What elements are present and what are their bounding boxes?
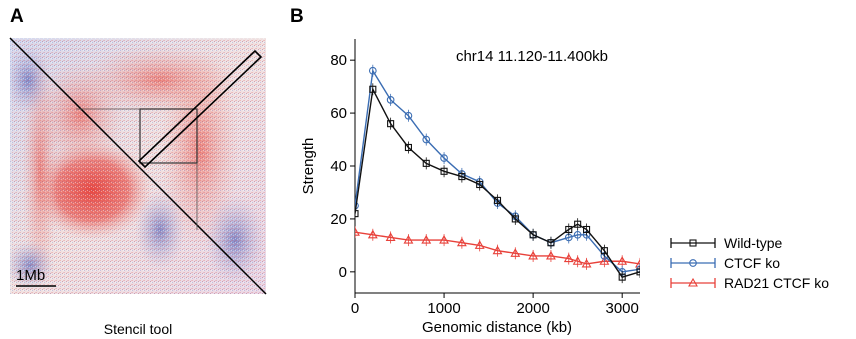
panel-b-letter: B [290, 6, 304, 27]
legend-label: RAD21 CTCF ko [724, 275, 829, 291]
data-point [689, 239, 697, 247]
chart-annotation: chr14 11.120-11.400kb [456, 48, 608, 65]
data-point [689, 259, 697, 267]
data-point [355, 227, 360, 236]
data-point [547, 239, 555, 247]
y-axis-label: Strength [300, 138, 317, 195]
x-tick-label: 3000 [606, 300, 639, 317]
data-point [440, 167, 448, 175]
y-tick-label: 0 [339, 264, 347, 281]
data-point [572, 256, 583, 265]
x-tick-label: 2000 [516, 300, 549, 317]
data-point [404, 143, 412, 152]
legend-label: Wild-type [724, 235, 783, 251]
strength-chart: 0 20 40 60 80 0 1000 2000 3000 chr14 11.120-11.… [300, 39, 829, 336]
x-tick-label: 1000 [427, 300, 460, 317]
data-point [369, 85, 377, 93]
x-axis-label: Genomic distance (kb) [422, 319, 572, 336]
data-point [511, 215, 519, 223]
data-point [574, 220, 582, 228]
chart-legend: Wild-type CTCF ko RAD21 CTCF ko [670, 235, 829, 291]
data-point [458, 173, 466, 181]
data-point [636, 268, 640, 276]
scale-bar-label: 1Mb [16, 267, 45, 284]
data-point [403, 234, 414, 244]
data-point [355, 210, 359, 218]
data-point [474, 240, 485, 249]
legend-entry: RAD21 CTCF ko [670, 275, 829, 291]
data-point [367, 229, 378, 239]
data-point [545, 250, 556, 260]
data-point [404, 111, 413, 120]
data-point [581, 258, 592, 268]
legend-entry: CTCF ko [670, 255, 780, 271]
stencil-box [139, 108, 198, 164]
y-tick-label: 60 [330, 105, 347, 122]
data-point [599, 256, 610, 265]
series-rad21-ctcf-ko [355, 226, 640, 270]
data-point [617, 256, 628, 265]
data-point [386, 96, 395, 104]
data-point [421, 234, 432, 244]
data-point [583, 225, 591, 234]
x-tick-label: 0 [351, 300, 359, 317]
data-point [635, 258, 640, 268]
panel-a-caption: Stencil tool [104, 321, 172, 337]
data-point [528, 250, 539, 260]
data-point [456, 237, 467, 247]
data-point [688, 277, 698, 287]
data-point [493, 196, 502, 204]
data-point [573, 230, 582, 239]
data-point [440, 154, 448, 162]
data-point [600, 247, 608, 255]
data-point [563, 253, 574, 263]
legend-entry: Wild-type [670, 235, 783, 251]
data-point [565, 225, 573, 234]
data-point [439, 234, 450, 244]
data-point [368, 66, 377, 75]
map-diagonal [9, 37, 267, 295]
data-point [422, 135, 431, 144]
y-tick-label: 20 [330, 211, 347, 228]
stencil-stripe[interactable] [137, 49, 263, 169]
data-point [510, 248, 521, 257]
data-point [476, 180, 484, 189]
data-point [422, 159, 430, 167]
data-point [492, 245, 503, 255]
series-wild-type [355, 83, 640, 284]
panel-a-letter: A [10, 6, 24, 27]
data-point [618, 273, 626, 281]
y-tick-label: 80 [330, 52, 347, 69]
y-tick-label: 40 [330, 158, 347, 175]
data-point [385, 232, 396, 241]
series-line [355, 231, 640, 265]
data-point [387, 120, 395, 128]
legend-label: CTCF ko [724, 255, 780, 271]
data-point [529, 231, 537, 239]
